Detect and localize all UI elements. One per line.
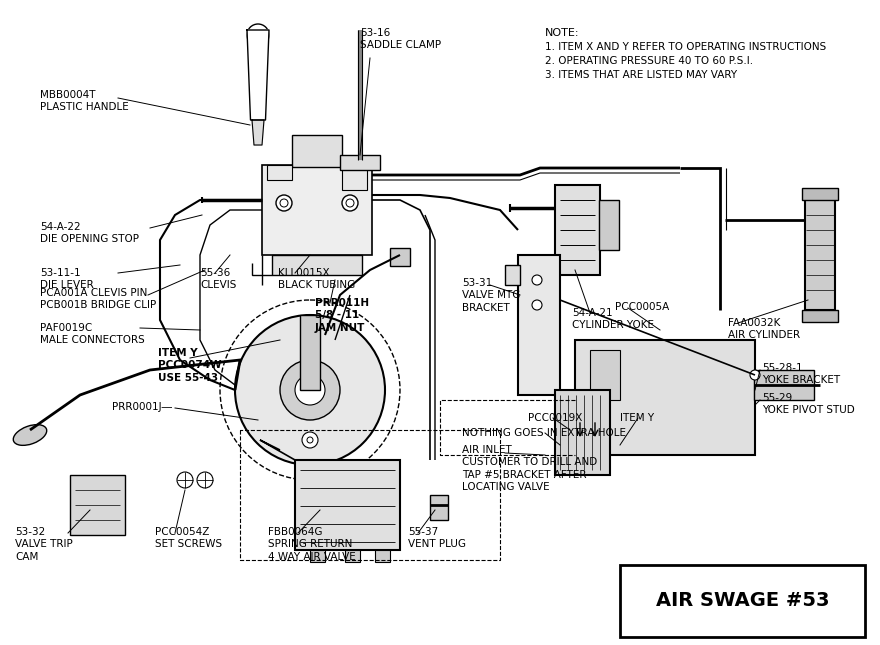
Text: PCA001A CLEVIS PIN
PCB001B BRIDGE CLIP: PCA001A CLEVIS PIN PCB001B BRIDGE CLIP (40, 288, 157, 310)
Bar (555, 185, 600, 275)
Bar (754, 370, 814, 400)
Text: 55-28-1
YOKE BRACKET: 55-28-1 YOKE BRACKET (762, 363, 840, 386)
Text: ITEM Y
PCC0074W
USE 55-43: ITEM Y PCC0074W USE 55-43 (158, 348, 222, 382)
Bar (272, 255, 362, 275)
Circle shape (247, 24, 269, 46)
Bar (295, 460, 400, 550)
Text: PRR011H
5/8 - 11
JAM NUT: PRR011H 5/8 - 11 JAM NUT (315, 298, 369, 333)
Circle shape (295, 375, 325, 405)
Bar (292, 135, 342, 167)
Circle shape (280, 360, 340, 420)
Text: 53-11-1
DIE LEVER: 53-11-1 DIE LEVER (40, 268, 94, 290)
Text: NOTHING GOES IN EXTRA HOLE: NOTHING GOES IN EXTRA HOLE (462, 428, 626, 438)
Bar (430, 495, 448, 520)
Bar (805, 190, 835, 310)
Text: 53-16
SADDLE CLAMP: 53-16 SADDLE CLAMP (360, 28, 441, 50)
Circle shape (197, 472, 213, 488)
Circle shape (276, 195, 292, 211)
Circle shape (302, 432, 318, 448)
Bar (575, 340, 755, 455)
Text: 1. ITEM X AND Y REFER TO OPERATING INSTRUCTIONS: 1. ITEM X AND Y REFER TO OPERATING INSTR… (545, 42, 826, 52)
Bar (518, 255, 560, 395)
Bar (310, 550, 325, 562)
Text: 54-A-21
CYLINDER YOKE: 54-A-21 CYLINDER YOKE (572, 308, 654, 330)
Bar (620, 565, 865, 637)
Text: KLL0015X
BLACK TUBING: KLL0015X BLACK TUBING (278, 268, 356, 290)
Text: PCC0054Z
SET SCREWS: PCC0054Z SET SCREWS (155, 527, 222, 550)
Text: FAA0032K
AIR CYLINDER: FAA0032K AIR CYLINDER (728, 318, 800, 341)
Circle shape (177, 472, 193, 488)
Text: MBB0004T
PLASTIC HANDLE: MBB0004T PLASTIC HANDLE (40, 90, 128, 112)
Text: 3. ITEMS THAT ARE LISTED MAY VARY: 3. ITEMS THAT ARE LISTED MAY VARY (545, 70, 737, 80)
Circle shape (532, 300, 542, 310)
Text: 53-31
VALVE MTG
BRACKET: 53-31 VALVE MTG BRACKET (462, 278, 520, 313)
Bar (802, 188, 838, 200)
Text: AIR INLET
CUSTOMER TO DRILL AND
TAP #5 BRACKET AFTER
LOCATING VALVE: AIR INLET CUSTOMER TO DRILL AND TAP #5 B… (462, 445, 598, 492)
Text: PAF0019C
MALE CONNECTORS: PAF0019C MALE CONNECTORS (40, 323, 144, 346)
Bar (70, 475, 125, 535)
Circle shape (750, 370, 760, 380)
Bar (267, 165, 292, 180)
Polygon shape (247, 30, 269, 120)
Polygon shape (252, 120, 264, 145)
Circle shape (235, 315, 385, 465)
Text: PCC0019X: PCC0019X (528, 413, 583, 423)
Text: AIR SWAGE #53: AIR SWAGE #53 (656, 591, 829, 611)
Circle shape (532, 275, 542, 285)
Text: ITEM Y: ITEM Y (620, 413, 654, 423)
Bar (802, 310, 838, 322)
Text: PRR0001J―: PRR0001J― (112, 402, 172, 412)
Bar (505, 265, 520, 285)
Text: NOTE:: NOTE: (545, 28, 580, 38)
Bar (590, 350, 620, 400)
Bar (390, 248, 410, 266)
Text: 53-32
VALVE TRIP
CAM: 53-32 VALVE TRIP CAM (15, 527, 73, 562)
Bar (342, 165, 367, 190)
Bar (340, 155, 380, 170)
Bar (599, 200, 619, 250)
Bar (555, 390, 610, 475)
Bar (375, 550, 390, 562)
Text: 2. OPERATING PRESSURE 40 TO 60 P.S.I.: 2. OPERATING PRESSURE 40 TO 60 P.S.I. (545, 56, 753, 66)
Ellipse shape (13, 424, 47, 445)
Text: 55-36
CLEVIS: 55-36 CLEVIS (200, 268, 237, 290)
Bar (262, 165, 372, 255)
Bar (300, 315, 320, 390)
Text: PCC0005A: PCC0005A (615, 302, 670, 312)
Text: 54-A-22
DIE OPENING STOP: 54-A-22 DIE OPENING STOP (40, 222, 139, 244)
Text: FBB0064G
SPRING RETURN
4 WAY AIR VALVE: FBB0064G SPRING RETURN 4 WAY AIR VALVE (268, 527, 356, 562)
Text: 55-37
VENT PLUG: 55-37 VENT PLUG (408, 527, 466, 550)
Bar (345, 550, 360, 562)
Text: 55-29
YOKE PIVOT STUD: 55-29 YOKE PIVOT STUD (762, 393, 854, 415)
Circle shape (342, 195, 358, 211)
